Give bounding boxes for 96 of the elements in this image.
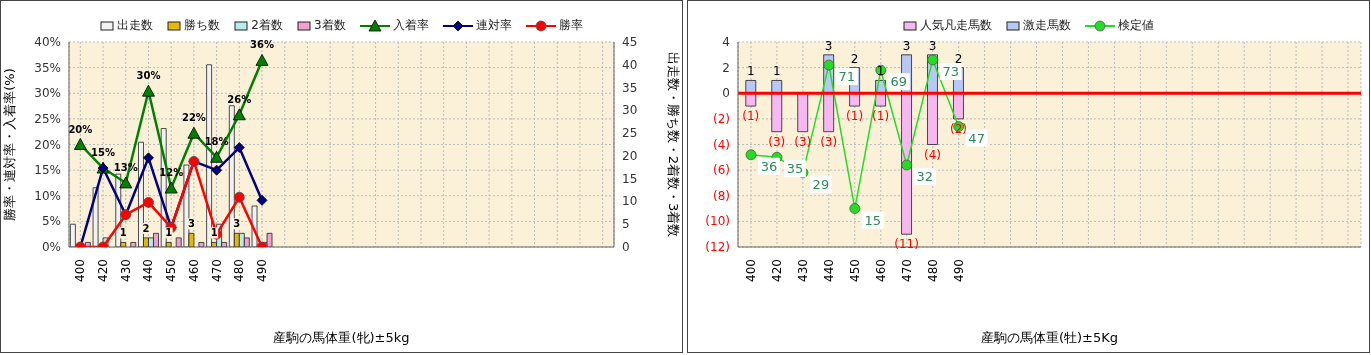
data-label: (1) [846, 109, 864, 124]
y2-tick-label: 45 [622, 35, 638, 49]
data-label: 1 [772, 64, 781, 79]
data-label: 36 [760, 158, 778, 174]
legend-label: 人気凡走馬数 [919, 17, 992, 34]
y2-tick-label: 15 [622, 171, 638, 186]
data-label: 3 [824, 38, 833, 53]
y-tick-label: 0 [722, 86, 730, 101]
y-tick-label: 10% [34, 188, 61, 203]
legend-label: 勝ち数 [183, 17, 221, 34]
y2-tick-label: 40 [622, 57, 638, 72]
y2-tick-label: 10 [622, 194, 638, 209]
data-label: 71 [838, 69, 856, 85]
legend-label: 出走数 [116, 17, 154, 34]
y-tick-label: 35% [34, 60, 61, 75]
data-label: 3 [187, 218, 195, 230]
data-label: 15% [91, 147, 116, 159]
y2-tick-label: 20 [622, 148, 638, 163]
x-axis-title: 産駒の馬体重(牡)±5Kg [980, 330, 1119, 345]
data-label: 1 [119, 227, 127, 239]
y2-tick-label: 30 [622, 103, 638, 118]
x-tick-label: 430 [118, 259, 133, 282]
legend-label: 3着数 [313, 17, 346, 34]
x-tick-label: 450 [847, 259, 862, 282]
x-axis-title: 産駒の馬体重(牝)±5kg [273, 330, 410, 345]
data-label: 2 [954, 51, 963, 66]
data-label: 20% [68, 123, 93, 135]
x-tick-label: 430 [795, 259, 810, 282]
x-tick-label: 460 [873, 259, 888, 282]
data-label: (11) [894, 237, 919, 252]
x-tick-label: 440 [141, 259, 156, 282]
y-tick-label: 5% [41, 214, 61, 229]
x-tick-label: 470 [209, 259, 224, 282]
y2-tick-label: 25 [622, 126, 638, 141]
x-tick-label: 470 [899, 259, 914, 282]
x-tick-label: 480 [232, 259, 247, 282]
data-label: (3) [820, 134, 838, 149]
data-label: 1 [746, 64, 755, 79]
y-tick-label: (4) [713, 137, 730, 152]
data-label: (4) [924, 147, 941, 162]
data-label: 22% [181, 112, 206, 124]
data-label: 1 [876, 64, 885, 79]
y2-axis-title: 出走数・勝ち数・2着数・3着数 [666, 51, 682, 238]
x-tick-label: 400 [743, 259, 758, 282]
y2-tick-label: 35 [622, 80, 638, 95]
x-tick-label: 420 [769, 259, 784, 282]
data-label: 2 [142, 222, 150, 234]
data-label: 1 [165, 227, 173, 239]
data-label: (3) [768, 134, 786, 149]
data-label: 1 [210, 227, 218, 239]
y-tick-label: 25% [34, 111, 61, 126]
y-tick-label: (12) [705, 240, 730, 254]
legend-label: 連対率 [474, 17, 512, 34]
legend-label: 検定値 [1117, 17, 1154, 34]
x-tick-label: 490 [951, 259, 966, 282]
y-tick-label: 0% [41, 240, 61, 254]
y-tick-label: (8) [713, 188, 730, 203]
y-tick-label: 30% [34, 86, 61, 101]
legend-label: 勝率 [557, 17, 583, 34]
x-tick-label: 420 [96, 259, 111, 282]
y2-tick-label: 0 [622, 240, 630, 254]
y-tick-label: (2) [713, 111, 730, 126]
legend-label: 2着数 [250, 17, 283, 34]
data-label: 73 [942, 63, 959, 79]
data-label: 3 [233, 218, 241, 230]
y-tick-label: 2 [722, 60, 730, 75]
data-label: 2 [850, 51, 859, 66]
data-label: 32 [916, 169, 933, 184]
x-tick-label: 480 [925, 259, 940, 282]
data-label: 35 [786, 161, 804, 177]
data-label: 30% [136, 70, 161, 82]
y-tick-label: 40% [34, 35, 61, 49]
data-label: 47 [968, 130, 985, 146]
y-tick-label: (10) [705, 214, 730, 229]
data-label: (1) [872, 109, 890, 124]
legend-label: 激走馬数 [1022, 17, 1071, 34]
y-tick-label: 15% [34, 163, 61, 178]
legend-label: 入着率 [391, 17, 429, 34]
x-tick-label: 440 [821, 259, 836, 282]
x-tick-label: 450 [164, 259, 179, 282]
data-label: 29 [812, 176, 830, 192]
y2-tick-label: 5 [622, 217, 630, 232]
data-label: 36% [250, 39, 274, 51]
data-label: 15 [864, 212, 882, 228]
data-label: (3) [794, 134, 812, 149]
y-tick-label: 4 [722, 35, 730, 49]
data-label: (1) [742, 109, 760, 124]
y-tick-label: (6) [713, 163, 730, 178]
y-tick-label: 20% [34, 137, 61, 152]
x-tick-label: 490 [255, 259, 270, 282]
data-label: 3 [928, 38, 937, 53]
data-label: 3 [902, 38, 911, 53]
data-label: 69 [890, 74, 908, 90]
y-axis-title: 勝率・連対率・入着率(%) [1, 68, 17, 221]
x-tick-label: 460 [186, 259, 201, 282]
x-tick-label: 400 [73, 259, 88, 282]
